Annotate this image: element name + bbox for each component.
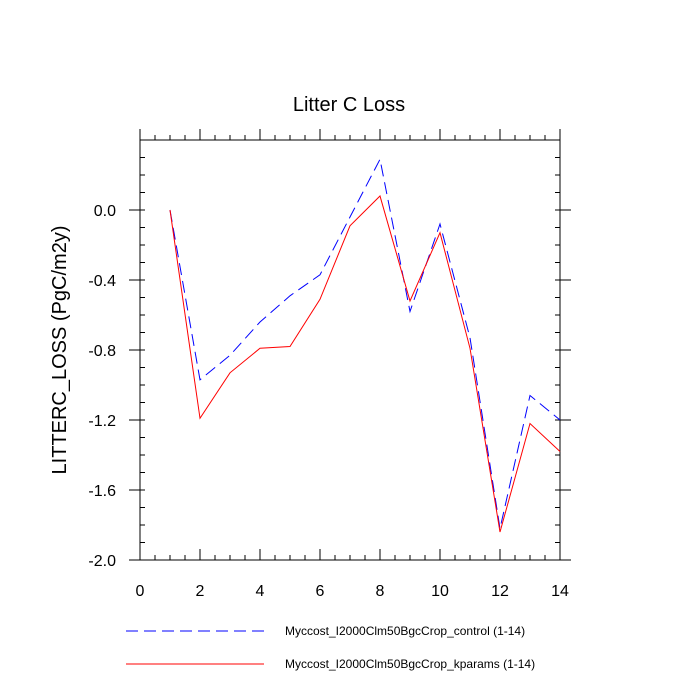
legend-label-2: Myccost_I2000Clm50BgcCrop_kparams (1-14) [285, 657, 535, 671]
chart-title: Litter C Loss [293, 94, 405, 116]
x-tick-label: 10 [431, 583, 449, 600]
y-tick-label: -0.4 [88, 273, 116, 290]
y-tick-label: 0.0 [94, 203, 116, 220]
series-layer [169, 157, 561, 533]
y-tick-label: -1.6 [88, 483, 116, 500]
series-line-2 [169, 195, 561, 533]
x-tick-label: 2 [196, 583, 205, 600]
legend-label-1: Myccost_I2000Clm50BgcCrop_control (1-14) [285, 624, 525, 638]
x-tick-label: 4 [256, 583, 265, 600]
y-tick-label: -2.0 [88, 553, 116, 570]
minor-ticks [139, 135, 561, 561]
legend: Myccost_I2000Clm50BgcCrop_control (1-14)… [126, 624, 535, 671]
y-tick-label: -0.8 [88, 343, 116, 360]
x-tick-label: 6 [316, 583, 325, 600]
x-tick-label: 14 [551, 583, 569, 600]
y-axis: -2.0 -1.6 -1.2 -0.8 -0.4 0.0 [88, 203, 571, 570]
y-axis-label: LITTERC_LOSS (PgC/m2y) [49, 226, 71, 475]
x-tick-label: 0 [136, 583, 145, 600]
series-line-1 [169, 157, 561, 529]
x-tick-label: 8 [376, 583, 385, 600]
y-tick-label: -1.2 [88, 413, 116, 430]
plot-frame [139, 139, 561, 561]
x-tick-label: 12 [491, 583, 509, 600]
x-axis: 0 2 4 6 8 10 12 14 [136, 129, 569, 600]
